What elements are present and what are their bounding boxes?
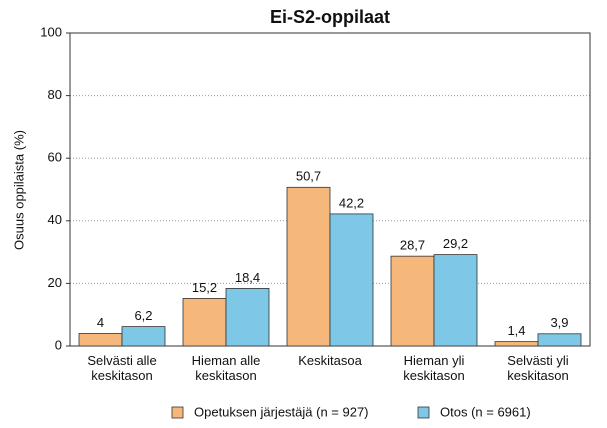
data-label: 4 bbox=[97, 315, 104, 330]
x-tick-label: Selvästi yli keskitason bbox=[507, 353, 569, 383]
data-label: 50,7 bbox=[296, 169, 321, 184]
y-tick-label: 20 bbox=[48, 275, 62, 290]
bar bbox=[78, 333, 123, 347]
data-label: 29,2 bbox=[443, 236, 468, 251]
x-tick-label: Hieman yli keskitason bbox=[403, 353, 465, 383]
legend-swatch bbox=[171, 406, 184, 419]
bar bbox=[537, 333, 582, 347]
data-label: 18,4 bbox=[235, 270, 260, 285]
bar bbox=[329, 213, 374, 347]
bar bbox=[121, 326, 166, 347]
legend-label: Otos (n = 6961) bbox=[440, 404, 531, 419]
data-label: 1,4 bbox=[507, 323, 525, 338]
x-tick-label: Selvästi alle keskitason bbox=[87, 353, 157, 383]
legend-label: Opetuksen järjestäjä (n = 927) bbox=[194, 404, 369, 419]
y-tick-label: 0 bbox=[55, 337, 62, 352]
bar bbox=[225, 288, 270, 347]
bar bbox=[390, 255, 435, 347]
y-axis-label: Osuus oppilaista (%) bbox=[11, 130, 26, 250]
data-label: 15,2 bbox=[192, 280, 217, 295]
y-tick-label: 40 bbox=[48, 212, 62, 227]
legend-swatch bbox=[417, 406, 430, 419]
bar bbox=[433, 254, 478, 347]
x-tick-label: Keskitasoa bbox=[298, 353, 362, 368]
data-label: 28,7 bbox=[400, 238, 425, 253]
y-tick-label: 100 bbox=[40, 24, 62, 39]
data-label: 3,9 bbox=[550, 315, 568, 330]
y-tick-label: 60 bbox=[48, 150, 62, 165]
bar bbox=[182, 298, 227, 347]
x-tick-label: Hieman alle keskitason bbox=[191, 353, 261, 383]
bar bbox=[286, 186, 331, 347]
y-tick-label: 80 bbox=[48, 87, 62, 102]
chart-title: Ei-S2-oppilaat bbox=[270, 7, 390, 27]
bar bbox=[494, 341, 539, 347]
data-label: 42,2 bbox=[339, 195, 364, 210]
data-label: 6,2 bbox=[134, 308, 152, 323]
